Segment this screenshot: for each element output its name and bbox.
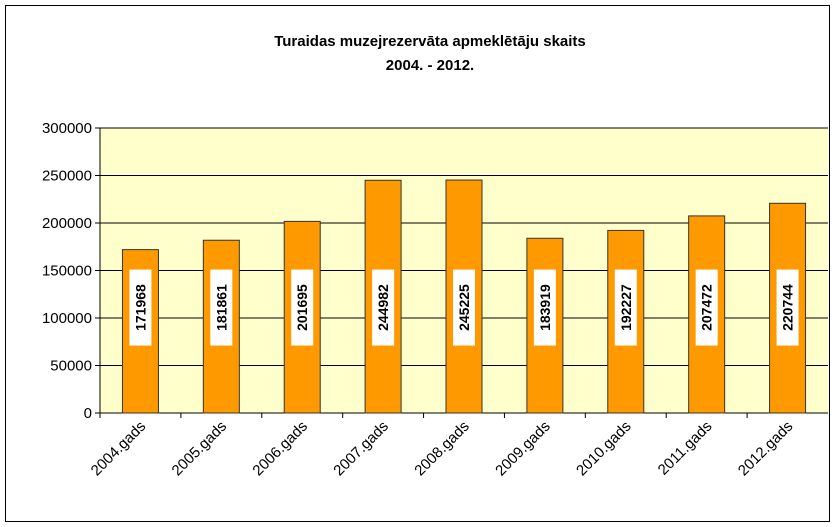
data-label: 201695 [294,284,310,331]
data-label: 192227 [618,284,634,331]
y-tick-label: 0 [84,405,92,422]
data-label-box [614,269,637,346]
y-tick-label: 50000 [50,358,92,375]
data-label: 171968 [132,284,148,331]
data-label: 207472 [699,284,715,331]
data-label: 183919 [537,284,553,331]
chart-subtitle: 2004. - 2012. [386,57,474,74]
data-label: 244982 [375,284,391,331]
data-label-box [210,269,233,346]
y-tick-label: 100000 [42,310,92,327]
y-tick-label: 250000 [42,168,92,185]
data-label-box [372,269,395,346]
data-label-box [776,269,799,346]
data-label-box [453,269,475,346]
data-label: 220744 [780,284,796,331]
chart-title: Turaidas muzejrezervāta apmeklētāju skai… [274,33,586,50]
data-label-box [129,269,152,346]
y-tick-label: 200000 [42,215,92,232]
data-label-box [533,269,556,346]
y-tick-label: 150000 [42,263,92,280]
y-tick-label: 300000 [42,120,92,137]
data-label-box [695,269,718,346]
data-label: 181861 [213,284,229,331]
bar [445,179,483,414]
data-label-box [291,269,314,346]
data-label: 245225 [456,284,472,331]
